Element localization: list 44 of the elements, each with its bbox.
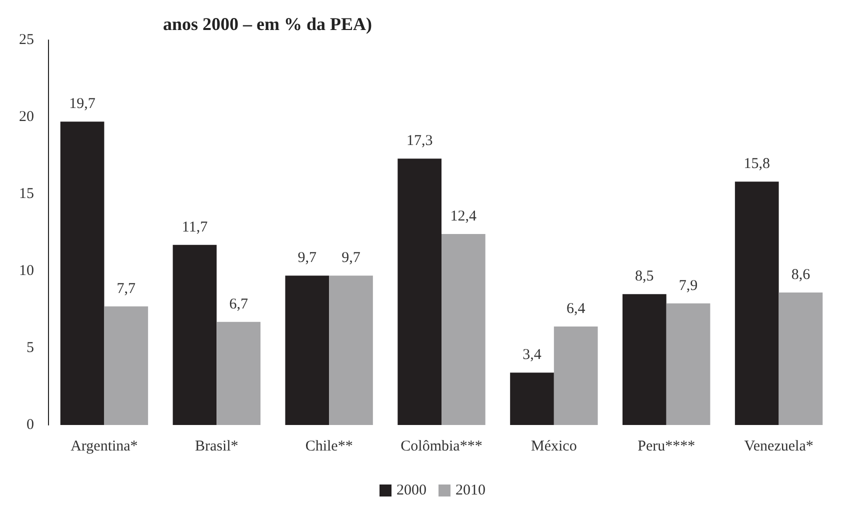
data-label: 8,6	[791, 267, 811, 284]
legend-label: 2010	[456, 482, 486, 498]
data-label: 11,7	[182, 219, 208, 236]
x-tick-label: México	[531, 438, 577, 454]
bar	[216, 322, 260, 425]
x-tick-label: Chile**	[305, 438, 353, 454]
data-label: 12,4	[450, 208, 478, 225]
bar	[510, 372, 554, 425]
y-tick-label: 5	[26, 340, 34, 356]
y-tick-label: 15	[19, 186, 34, 202]
y-tick-label: 10	[19, 263, 34, 279]
data-label: 9,7	[298, 250, 318, 266]
bar	[329, 276, 373, 425]
data-label: 7,9	[678, 278, 698, 294]
bar	[734, 182, 779, 425]
y-tick-label: 0	[26, 417, 34, 433]
bar	[104, 306, 148, 425]
x-tick-label: Peru****	[638, 438, 696, 454]
legend-label: 2000	[396, 482, 426, 498]
data-label: 6,7	[229, 296, 248, 312]
bar	[666, 303, 710, 425]
x-tick-label: Brasil*	[194, 438, 238, 454]
data-label: 15,8	[744, 156, 770, 172]
x-tick-label: Venezuela*	[744, 438, 814, 454]
x-tick-label: Colômbia***	[400, 438, 482, 454]
data-label: 6,4	[566, 300, 586, 317]
bar	[398, 158, 442, 425]
data-label: 3,4	[522, 347, 542, 364]
bar	[778, 292, 823, 425]
y-tick-label: 25	[19, 32, 34, 48]
bar	[622, 294, 666, 425]
x-tick-label: Argentina*	[70, 438, 138, 454]
data-label: 9,7	[342, 250, 361, 266]
chart-title: anos 2000 – em % da PEA)	[163, 14, 372, 34]
bar	[60, 122, 104, 425]
data-label: 8,5	[635, 268, 654, 285]
data-label: 19,7	[69, 96, 96, 112]
bar	[554, 326, 598, 425]
y-tick-label: 20	[19, 109, 34, 125]
bar	[442, 234, 486, 425]
bar	[285, 276, 330, 425]
data-label: 17,3	[406, 133, 433, 150]
bar	[172, 244, 217, 425]
data-label: 7,7	[116, 280, 136, 297]
